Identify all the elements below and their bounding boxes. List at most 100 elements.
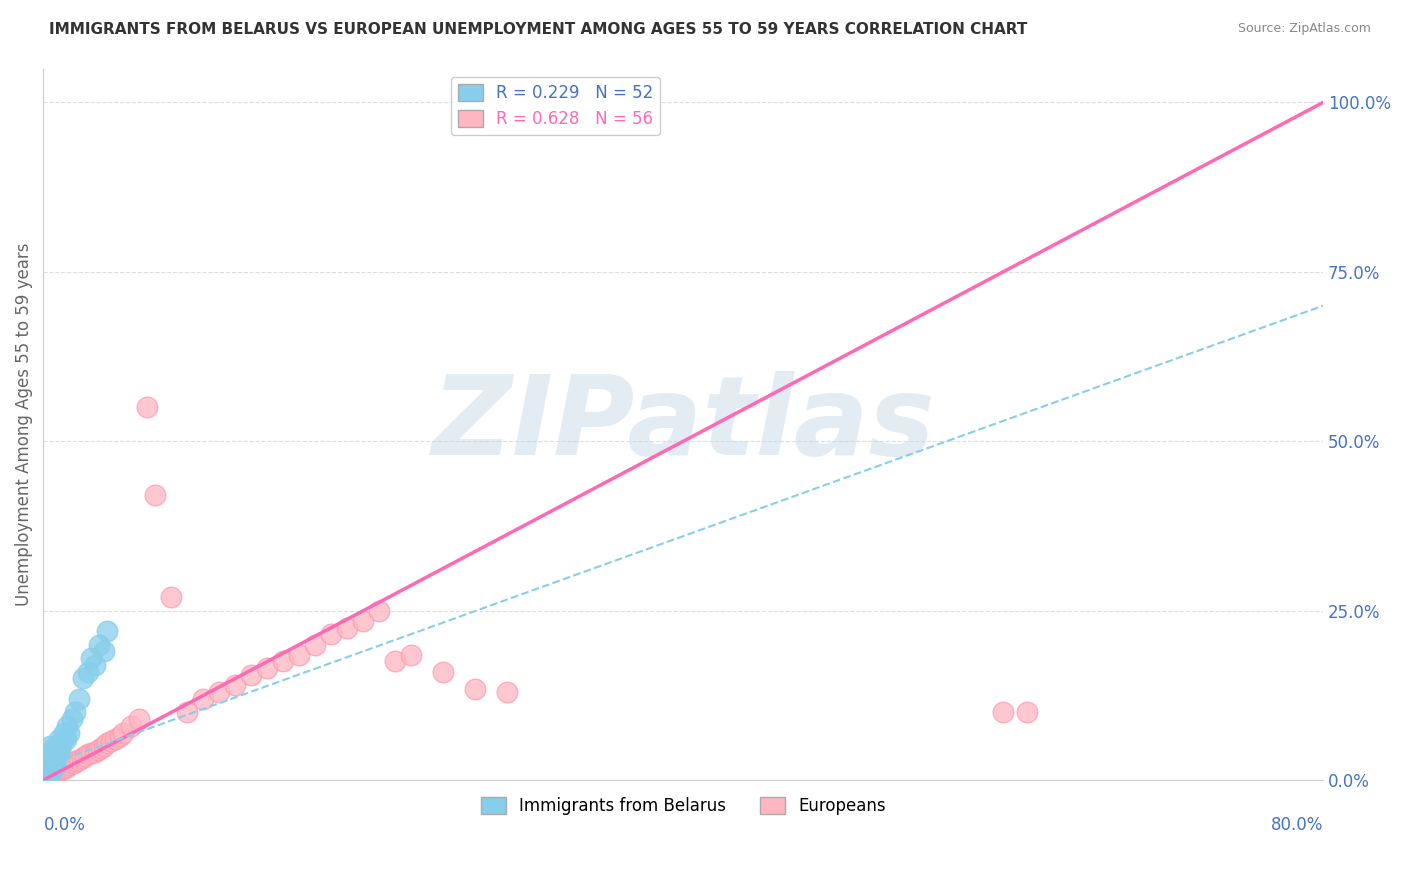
Point (96, 624, 118, 638)
Point (34, 753, 56, 767)
Point (48, 763, 70, 777)
Point (208, 685, 231, 699)
Point (112, 725, 135, 739)
Point (193, 691, 215, 706)
Point (67, 753, 90, 767)
Point (96, 736, 118, 750)
Point (240, 668, 263, 682)
Point (120, 719, 142, 733)
Point (41, 759, 63, 773)
Point (38, 759, 60, 773)
Point (321, 627, 343, 641)
Point (176, 706, 198, 720)
Point (93, 644, 115, 658)
Point (80, 746, 103, 760)
Point (38, 766, 60, 780)
Point (53, 725, 76, 739)
Point (136, 401, 159, 415)
Point (49, 739, 72, 754)
Point (87, 742, 110, 756)
Text: 80.0%: 80.0% (1271, 815, 1323, 834)
Point (384, 655, 406, 669)
Point (1017, 706, 1039, 720)
Point (352, 614, 374, 628)
Point (38, 766, 60, 780)
Y-axis label: Unemployment Among Ages 55 to 59 years: Unemployment Among Ages 55 to 59 years (15, 243, 32, 606)
Point (34, 766, 56, 780)
Point (67, 691, 90, 706)
Point (89, 638, 111, 652)
Point (108, 729, 131, 743)
Point (368, 604, 391, 618)
Legend: Immigrants from Belarus, Europeans: Immigrants from Belarus, Europeans (474, 790, 893, 822)
Point (53, 761, 76, 775)
Point (273, 655, 295, 669)
Text: Source: ZipAtlas.com: Source: ZipAtlas.com (1237, 22, 1371, 36)
Point (65, 754, 87, 768)
Point (224, 678, 246, 692)
Point (83, 745, 105, 759)
Point (35, 753, 58, 767)
Point (104, 732, 127, 747)
Point (42, 759, 65, 773)
Point (35, 766, 58, 780)
Point (60, 712, 83, 726)
Point (37, 759, 59, 773)
Point (35, 766, 58, 780)
Point (48, 746, 70, 760)
Point (72, 672, 94, 686)
Point (83, 657, 105, 672)
Point (73, 749, 96, 764)
Point (77, 747, 100, 762)
Point (44, 753, 66, 767)
Point (38, 759, 60, 773)
Point (93, 739, 115, 754)
Point (42, 746, 65, 760)
Point (80, 651, 103, 665)
Point (37, 764, 59, 779)
Point (37, 753, 59, 767)
Point (49, 762, 72, 776)
Point (34, 759, 56, 773)
Point (41, 766, 63, 780)
Point (37, 766, 59, 780)
Point (55, 732, 77, 747)
Point (160, 590, 183, 604)
Point (38, 753, 60, 767)
Point (77, 665, 100, 679)
Text: 0.0%: 0.0% (44, 815, 86, 834)
Point (48, 732, 70, 747)
Point (35, 766, 58, 780)
Point (35, 759, 58, 773)
Point (37, 759, 59, 773)
Point (41, 753, 63, 767)
Point (432, 665, 454, 679)
Point (37, 766, 59, 780)
Point (90, 740, 112, 755)
Point (41, 746, 63, 760)
Point (44, 764, 66, 779)
Point (336, 621, 359, 635)
Point (45, 753, 67, 767)
Point (56, 759, 79, 773)
Point (46, 739, 69, 754)
Point (58, 725, 80, 739)
Point (52, 762, 75, 776)
Point (128, 712, 150, 726)
Point (44, 739, 66, 754)
Point (44, 759, 66, 773)
Point (401, 648, 423, 662)
Point (35, 759, 58, 773)
Point (100, 733, 122, 747)
Point (41, 765, 63, 780)
Point (52, 732, 75, 747)
Point (45, 746, 67, 760)
Point (62, 756, 84, 771)
Point (34, 766, 56, 780)
Point (56, 719, 79, 733)
Point (42, 764, 65, 779)
Point (304, 638, 326, 652)
Point (145, 488, 167, 502)
Point (993, 706, 1015, 720)
Text: IMMIGRANTS FROM BELARUS VS EUROPEAN UNEMPLOYMENT AMONG AGES 55 TO 59 YEARS CORRE: IMMIGRANTS FROM BELARUS VS EUROPEAN UNEM… (49, 22, 1028, 37)
